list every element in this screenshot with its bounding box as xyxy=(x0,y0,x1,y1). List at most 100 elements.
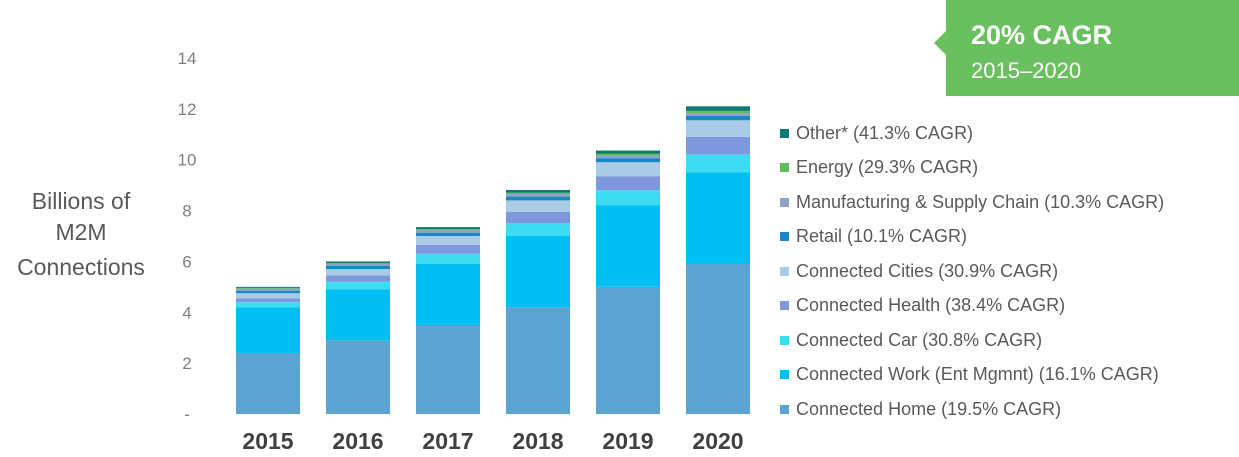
y-tick-label: 8 xyxy=(182,202,191,221)
bar-segment xyxy=(506,194,570,197)
callout-title: 20% CAGR xyxy=(971,20,1113,50)
bar-segment xyxy=(326,263,390,267)
bar-segment xyxy=(686,113,750,116)
x-axis-ticks: 2015 2016 2017 2018 2019 2020 xyxy=(242,428,743,454)
bar-segment xyxy=(686,115,750,121)
legend-label: Other* (41.3% CAGR) xyxy=(796,122,974,143)
bar-segment xyxy=(326,262,390,264)
legend-item: Connected Cities (30.9% CAGR) xyxy=(780,254,1164,289)
bar-segment xyxy=(596,162,660,177)
bar-segment xyxy=(326,261,390,263)
bar-segment xyxy=(416,236,480,245)
y-tick-label: 10 xyxy=(178,151,197,170)
bar-segment xyxy=(236,290,300,294)
bar-segment xyxy=(326,281,390,290)
legend-label: Energy (29.3% CAGR) xyxy=(796,157,979,178)
legend-label: Connected Car (30.8% CAGR) xyxy=(796,329,1043,350)
bar-segment xyxy=(416,244,480,254)
bar-segment xyxy=(326,266,390,270)
legend-label: Retail (10.1% CAGR) xyxy=(796,226,968,247)
bar-segment xyxy=(596,153,660,156)
legend-swatch xyxy=(780,128,789,138)
bar-segment xyxy=(686,106,750,111)
legend-item: Energy (29.3% CAGR) xyxy=(780,151,1164,186)
legend-label: Connected Work (Ent Mgmnt) (16.1% CAGR) xyxy=(796,364,1159,385)
bar-segment xyxy=(686,136,750,155)
bar-segment xyxy=(506,196,570,201)
bar-segment xyxy=(416,229,480,231)
bar-segment xyxy=(236,307,300,353)
x-tick-label: 2017 xyxy=(422,428,473,454)
bar-segment xyxy=(596,176,660,191)
bar-segment xyxy=(686,154,750,173)
bar-segment xyxy=(416,232,480,236)
y-axis-ticks: - 2 4 6 8 10 12 14 xyxy=(178,49,197,424)
legend-item: Retail (10.1% CAGR) xyxy=(780,220,1164,255)
chart-legend: Other* (41.3% CAGR) Energy (29.3% CAGR) Ma… xyxy=(780,116,1164,427)
legend-swatch xyxy=(780,197,789,207)
bar-segment xyxy=(236,302,300,308)
bar-segment xyxy=(596,150,660,154)
y-tick-label: 14 xyxy=(178,49,197,68)
bar-segment xyxy=(686,120,750,137)
bar-segment xyxy=(506,200,570,212)
bar-segment xyxy=(506,211,570,224)
y-tick-label: 12 xyxy=(178,100,197,119)
bar-segment xyxy=(236,293,300,299)
bar-segment xyxy=(596,190,660,206)
bar-segment xyxy=(326,275,390,282)
x-tick-label: 2015 xyxy=(242,428,293,454)
y-axis-label-line-1: Billions of xyxy=(32,188,131,214)
y-tick-label: 2 xyxy=(182,354,191,373)
bar-segment xyxy=(416,253,480,264)
x-tick-label: 2018 xyxy=(512,428,563,454)
bar-segment xyxy=(506,192,570,195)
y-tick-label: 4 xyxy=(182,303,191,322)
legend-item: Connected Car (30.8% CAGR) xyxy=(780,323,1164,358)
bar-segment xyxy=(686,263,750,414)
legend-item: Connected Home (19.5% CAGR) xyxy=(780,392,1164,427)
callout-pointer xyxy=(934,30,947,56)
bar-segment xyxy=(416,263,480,325)
y-tick-label: 6 xyxy=(182,252,191,271)
bar-segment xyxy=(506,307,570,414)
legend-item: Manufacturing & Supply Chain (10.3% CAGR… xyxy=(780,185,1164,220)
callout-subtitle: 2015–2020 xyxy=(971,58,1082,83)
y-axis-label-line-3: Connections xyxy=(17,254,145,280)
bar-segment xyxy=(416,325,480,414)
bar-segment xyxy=(326,269,390,276)
legend-swatch xyxy=(780,335,789,345)
bar-segment xyxy=(686,110,750,114)
x-tick-label: 2016 xyxy=(332,428,383,454)
bar-segment xyxy=(506,223,570,236)
x-tick-label: 2020 xyxy=(692,428,743,454)
bar-segment xyxy=(596,155,660,159)
bar-segment xyxy=(326,289,390,341)
bar-segment xyxy=(596,158,660,163)
bar-segment xyxy=(236,286,300,288)
legend-item: Connected Health (38.4% CAGR) xyxy=(780,289,1164,324)
legend-label: Manufacturing & Supply Chain (10.3% CAGR… xyxy=(796,191,1165,212)
x-tick-label: 2019 xyxy=(602,428,653,454)
legend-swatch xyxy=(780,163,789,173)
legend-label: Connected Health (38.4% CAGR) xyxy=(796,295,1066,316)
bar-segment xyxy=(236,352,300,414)
legend-swatch xyxy=(780,370,789,380)
bar-segment xyxy=(326,340,390,414)
bar-segment xyxy=(236,298,300,303)
legend-swatch xyxy=(780,301,789,311)
bar-segment xyxy=(686,172,750,264)
bar-segment xyxy=(596,286,660,414)
y-tick-label: - xyxy=(184,405,190,424)
legend-swatch xyxy=(780,404,789,414)
y-axis-label-line-2: M2M xyxy=(55,219,106,245)
bar-segment xyxy=(506,189,570,193)
legend-item: Other* (41.3% CAGR) xyxy=(780,116,1164,151)
legend-item: Connected Work (Ent Mgmnt) (16.1% CAGR) xyxy=(780,358,1164,393)
legend-label: Connected Home (19.5% CAGR) xyxy=(796,398,1062,419)
bar-segment xyxy=(416,227,480,230)
bar-segment xyxy=(416,230,480,233)
bar-segment xyxy=(236,288,300,291)
bar-stacks xyxy=(236,106,750,414)
